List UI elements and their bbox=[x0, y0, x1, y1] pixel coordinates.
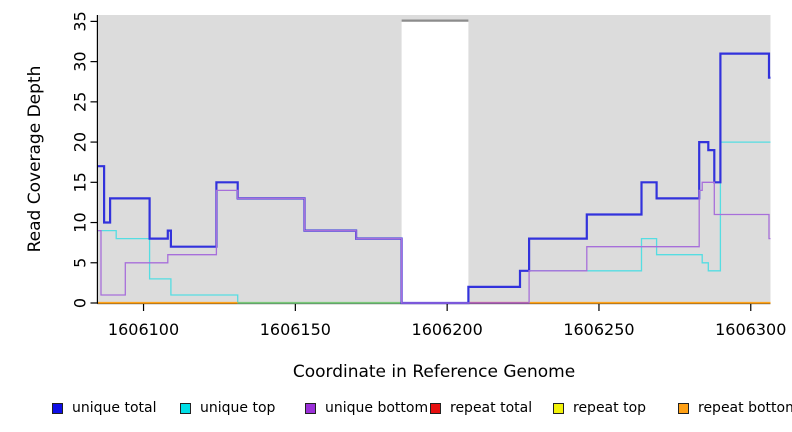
legend-label: unique top bbox=[200, 400, 276, 416]
legend-item-repeat-total: repeat total bbox=[430, 399, 532, 417]
legend-label: unique bottom bbox=[325, 400, 429, 416]
legend-swatch-repeat-total bbox=[430, 402, 441, 414]
gap-region bbox=[401, 19, 469, 303]
legend-item-repeat-bottom: repeat bottom bbox=[678, 399, 792, 417]
legend-item-unique-total: unique total bbox=[52, 399, 156, 417]
y-tick-label: 25 bbox=[71, 92, 90, 112]
legend-label: unique total bbox=[72, 400, 157, 416]
y-tick-label: 15 bbox=[71, 172, 90, 192]
x-tick-label: 1606150 bbox=[260, 320, 331, 339]
legend-label: repeat bottom bbox=[698, 400, 792, 416]
series-unique-total-line bbox=[98, 52, 771, 305]
series-unique-bottom-line bbox=[98, 181, 771, 304]
legend-swatch-repeat-bottom bbox=[678, 402, 689, 414]
legend-item-unique-top: unique top bbox=[180, 399, 275, 417]
y-tick-label: 20 bbox=[71, 132, 90, 152]
x-axis-title: Coordinate in Reference Genome bbox=[292, 362, 576, 382]
y-tick-label: 5 bbox=[71, 258, 90, 268]
legend-item-repeat-top: repeat top bbox=[553, 399, 646, 417]
legend: unique total unique top unique bottom repea… bbox=[0, 399, 792, 421]
y-tick-label: 0 bbox=[71, 298, 90, 308]
legend-label: repeat top bbox=[573, 400, 647, 416]
y-axis-title: Read Coverage Depth bbox=[25, 65, 45, 253]
legend-swatch-unique-top bbox=[180, 402, 191, 414]
y-tick-label: 30 bbox=[71, 51, 90, 71]
x-tick-label: 1606100 bbox=[108, 320, 179, 339]
legend-item-unique-bottom: unique bottom bbox=[305, 399, 428, 417]
legend-swatch-unique-total bbox=[52, 402, 63, 414]
y-tick-label: 35 bbox=[71, 11, 90, 31]
legend-label: repeat total bbox=[450, 400, 533, 416]
legend-swatch-unique-bottom bbox=[305, 402, 316, 414]
legend-swatch-repeat-top bbox=[553, 402, 564, 414]
y-tick-label: 10 bbox=[71, 212, 90, 232]
x-tick-label: 1606250 bbox=[563, 320, 634, 339]
plot-svg: 0 5 10 15 20 25 30 35 1606100 1606150 1606200 16062… bbox=[71, 11, 787, 339]
x-tick-label: 1606200 bbox=[412, 320, 483, 339]
x-tick-label: 1606300 bbox=[715, 320, 786, 339]
